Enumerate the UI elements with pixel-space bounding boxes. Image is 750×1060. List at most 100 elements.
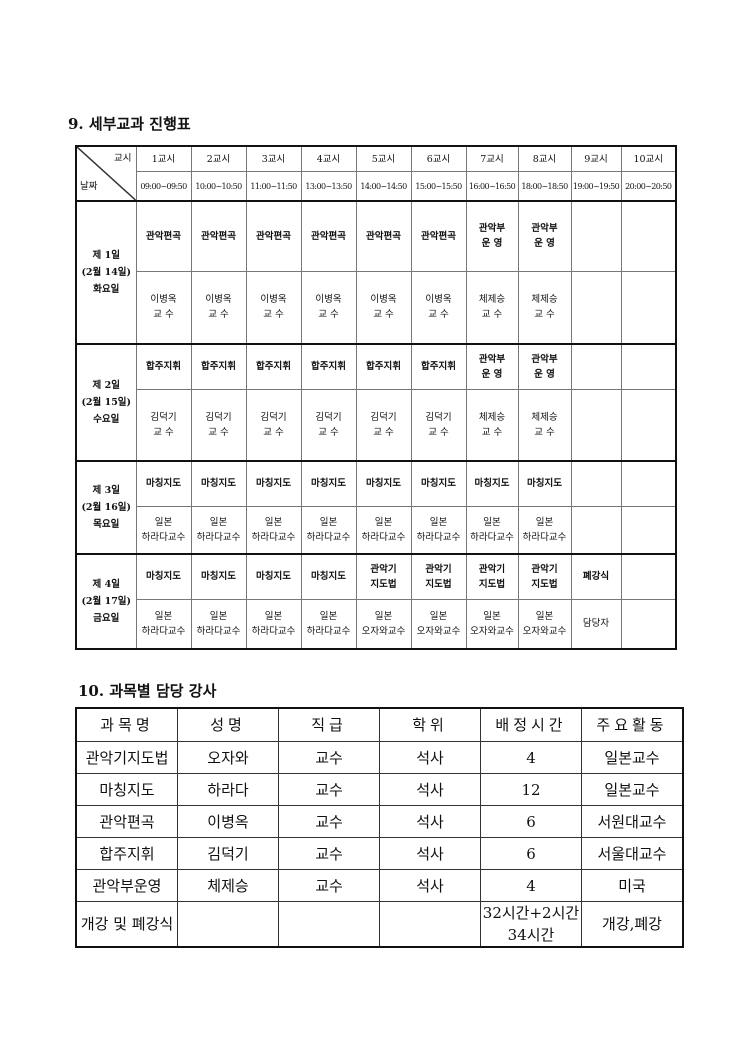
subject-cell: 관악부 운 영	[517, 200, 572, 272]
instructor-cell: 일본 하라다교수	[135, 505, 192, 555]
table-cell	[379, 901, 481, 948]
table-cell: 석사	[379, 869, 481, 902]
subject-cell: 마칭지도	[245, 460, 302, 507]
table-cell: 교수	[278, 869, 380, 902]
instructors-title: 10. 과목별 담당 강사	[78, 682, 217, 700]
time-header-row: 09:00~09:50 10:00~10:50 11:00~11:50 13:00~1…	[76, 171, 677, 202]
period-header: 6교시	[410, 145, 467, 172]
table-cell: 관악편곡	[75, 805, 178, 838]
instructor-cell	[620, 598, 677, 650]
table-cell: 개강,폐강	[581, 901, 684, 948]
subject-cell: 합주지휘	[190, 343, 247, 390]
table-cell: 서원대교수	[581, 805, 684, 838]
instructor-cell: 김덕기 교 수	[245, 388, 302, 462]
instructor-cell	[620, 270, 677, 345]
table-cell: 체제승	[177, 869, 279, 902]
subject-cell: 관악부 운 영	[517, 343, 572, 390]
time-header: 14:00~14:50	[355, 171, 412, 202]
table-cell	[177, 901, 279, 948]
table-cell: 12	[480, 773, 582, 806]
table-row: 마칭지도 하라다 교수 석사 12 일본교수	[75, 773, 684, 806]
instructor-cell: 일본 하라다교수	[245, 598, 302, 650]
table-cell: 일본교수	[581, 773, 684, 806]
instructor-cell: 체제승 교 수	[465, 388, 519, 462]
table-row: 개강 및 폐강식 32시간+2시간 34시간 개강,폐강	[75, 901, 684, 948]
day-instructor-row: 일본 하라다교수 일본 하라다교수 일본 하라다교수 일본 하라다교수 일본 하라다교수…	[76, 505, 677, 555]
period-header: 3교시	[245, 145, 302, 172]
instructor-cell: 일본 오자와교수	[355, 598, 412, 650]
subject-cell	[570, 200, 622, 272]
subject-cell: 관악부 운 영	[465, 200, 519, 272]
subject-cell: 합주지휘	[355, 343, 412, 390]
subject-cell	[620, 343, 677, 390]
day-label: 제 2일 (2월 15일) 수요일	[75, 343, 137, 462]
table-cell: 관악기지도법	[75, 741, 178, 774]
period-header: 4교시	[300, 145, 357, 172]
instructor-cell: 일본 하라다교수	[517, 505, 572, 555]
day-label: 제 1일 (2월 14일) 화요일	[75, 200, 137, 345]
instructor-cell: 이병옥 교 수	[355, 270, 412, 345]
day-subject-row: 제 4일 (2월 17일) 금요일 마칭지도 마칭지도 마칭지도 마칭지도 관악기 지도법…	[75, 553, 677, 650]
day-label: 제 3일 (2월 16일) 목요일	[75, 460, 137, 555]
subject-cell: 관악기 지도법	[355, 553, 412, 600]
subject-cell: 마칭지도	[190, 460, 247, 507]
table-cell: 32시간+2시간 34시간	[480, 901, 582, 948]
table-cell: 미국	[581, 869, 684, 902]
instructor-cell: 이병옥 교 수	[135, 270, 192, 345]
instructors-header-row: 과목명 성명 직급 학위 배정시간 주요활동	[75, 707, 684, 742]
instructor-cell: 일본 하라다교수	[190, 598, 247, 650]
corner-header: 교시 날짜	[75, 145, 137, 202]
table-row: 관악기지도법 오자와 교수 석사 4 일본교수	[75, 741, 684, 774]
period-header: 7교시	[465, 145, 519, 172]
period-header: 2교시	[190, 145, 247, 172]
instructor-cell: 김덕기 교 수	[355, 388, 412, 462]
table-cell: 석사	[379, 805, 481, 838]
subject-cell: 관악편곡	[245, 200, 302, 272]
subject-cell	[570, 343, 622, 390]
table-cell	[278, 901, 380, 948]
day-instructor-row: 김덕기 교 수 김덕기 교 수 김덕기 교 수 김덕기 교 수 김덕기 교 수 김덕기 교…	[76, 388, 677, 462]
table-cell: 오자와	[177, 741, 279, 774]
subject-cell: 합주지휘	[410, 343, 467, 390]
subject-cell: 마칭지도	[410, 460, 467, 507]
time-header: 20:00~20:50	[620, 171, 677, 202]
subject-cell: 합주지휘	[300, 343, 357, 390]
day-instructor-row: 이병옥 교 수 이병옥 교 수 이병옥 교 수 이병옥 교 수 이병옥 교 수 이병옥 교…	[76, 270, 677, 345]
table-cell: 김덕기	[177, 837, 279, 870]
table-row: 합주지휘 김덕기 교수 석사 6 서울대교수	[75, 837, 684, 870]
instructor-cell: 일본 하라다교수	[355, 505, 412, 555]
subject-cell: 마칭지도	[465, 460, 519, 507]
period-header: 9교시	[570, 145, 622, 172]
corner-date-label: 날짜	[80, 181, 98, 192]
time-header: 10:00~10:50	[190, 171, 247, 202]
diagonal-divider	[77, 147, 136, 200]
instructor-cell	[570, 388, 622, 462]
subject-cell: 마칭지도	[300, 553, 357, 600]
subject-cell: 관악편곡	[190, 200, 247, 272]
subject-cell	[570, 460, 622, 507]
subject-cell: 마칭지도	[300, 460, 357, 507]
instructor-cell: 일본 하라다교수	[300, 505, 357, 555]
time-header: 09:00~09:50	[135, 171, 192, 202]
time-header: 19:00~19:50	[570, 171, 622, 202]
subject-cell: 마칭지도	[245, 553, 302, 600]
schedule-table: 교시 날짜 1교시 2교시 3교시 4교시 5교시 6교시 7교시 8교시 9교시 10교시 09:00…	[75, 145, 677, 650]
time-header: 15:00~15:50	[410, 171, 467, 202]
day-subject-row: 제 1일 (2월 14일) 화요일 관악편곡 관악편곡 관악편곡 관악편곡 관악편곡 관악편…	[75, 200, 677, 345]
instructor-cell	[620, 388, 677, 462]
subject-cell: 관악부 운 영	[465, 343, 519, 390]
subject-cell: 합주지휘	[135, 343, 192, 390]
instructor-cell: 일본 오자와교수	[517, 598, 572, 650]
subject-cell	[620, 200, 677, 272]
table-cell: 마칭지도	[75, 773, 178, 806]
subject-cell: 합주지휘	[245, 343, 302, 390]
period-header: 5교시	[355, 145, 412, 172]
subject-cell: 관악기 지도법	[410, 553, 467, 600]
subject-cell: 관악편곡	[355, 200, 412, 272]
table-cell: 개강 및 폐강식	[75, 901, 178, 948]
period-header: 10교시	[620, 145, 677, 172]
table-cell: 석사	[379, 773, 481, 806]
subject-cell: 마칭지도	[135, 553, 192, 600]
column-header: 성명	[177, 707, 279, 742]
column-header: 배정시간	[480, 707, 582, 742]
